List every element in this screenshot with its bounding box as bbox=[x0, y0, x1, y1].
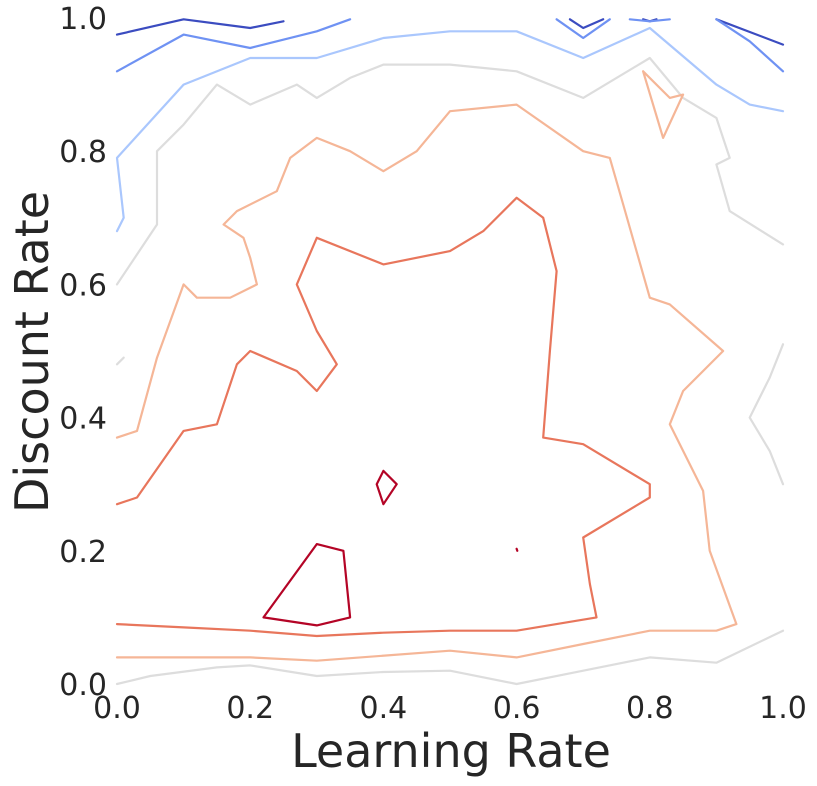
contour-level-1-segment-2 bbox=[568, 18, 605, 30]
contour-level-7-segment-1 bbox=[262, 543, 352, 627]
contour-level-4-segment-2 bbox=[115, 356, 125, 366]
y-tick-labels: 0.0 0.2 0.4 0.6 0.8 1.0 bbox=[59, 2, 107, 703]
contour-level-3-segment-1 bbox=[115, 26, 785, 233]
x-tick-labels: 0.0 0.2 0.4 0.6 0.8 1.0 bbox=[93, 691, 807, 726]
x-tick-label: 0.4 bbox=[360, 691, 408, 726]
x-tick-label: 0.2 bbox=[226, 691, 274, 726]
contour-level-2-segment-4 bbox=[715, 18, 785, 73]
y-tick-label: 0.0 bbox=[59, 668, 107, 703]
contour-level-6-segment-1 bbox=[115, 196, 651, 638]
contour-level-5-segment-2 bbox=[642, 70, 685, 139]
y-tick-label: 0.6 bbox=[59, 268, 107, 303]
contour-level-7-segment-3 bbox=[515, 547, 519, 552]
x-tick-label: 0.0 bbox=[93, 691, 141, 726]
contour-lines bbox=[115, 18, 785, 686]
contour-level-4-segment-3 bbox=[748, 343, 785, 486]
y-axis-label: Discount Rate bbox=[5, 191, 59, 513]
contour-level-7-segment-2 bbox=[375, 469, 398, 506]
x-tick-label: 0.6 bbox=[493, 691, 541, 726]
contour-level-2-segment-1 bbox=[115, 18, 352, 73]
contour-level-2-segment-2 bbox=[555, 18, 611, 40]
contour-level-4-segment-4 bbox=[115, 629, 785, 686]
contour-level-1-segment-1 bbox=[115, 18, 285, 36]
x-axis-label: Learning Rate bbox=[291, 724, 611, 778]
y-tick-label: 0.2 bbox=[59, 535, 107, 570]
y-tick-label: 1.0 bbox=[59, 2, 107, 37]
contour-level-2-segment-3 bbox=[628, 18, 671, 23]
x-tick-label: 1.0 bbox=[759, 691, 807, 726]
y-tick-label: 0.8 bbox=[59, 135, 107, 170]
y-tick-label: 0.4 bbox=[59, 402, 107, 437]
x-tick-label: 0.8 bbox=[626, 691, 674, 726]
contour-level-5-segment-1 bbox=[115, 103, 738, 662]
contour-level-4-segment-1 bbox=[115, 56, 785, 286]
contour-level-1-segment-4 bbox=[715, 18, 785, 46]
